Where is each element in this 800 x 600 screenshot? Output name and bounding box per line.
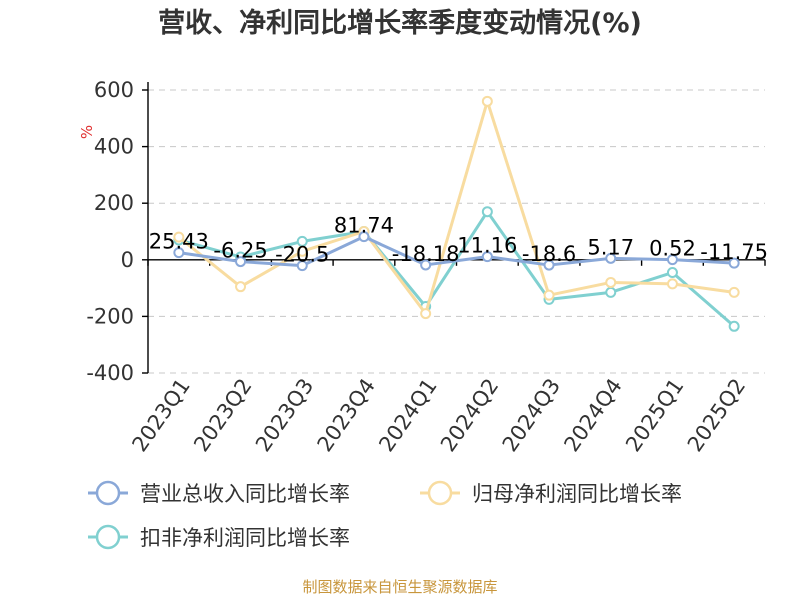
series-line-1	[178, 235, 735, 268]
series-1-point-2023q4	[358, 231, 370, 243]
data-label-2025q1: 0.52	[649, 237, 696, 261]
series-1-point-2024q4	[605, 252, 617, 264]
x-tick-label-2023q3: 2023Q3	[251, 374, 318, 456]
data-label-2023q4: 81.74	[334, 214, 394, 238]
series-2-point-2024q1	[420, 308, 432, 320]
series-2-point-2023q1	[173, 231, 185, 243]
series-1-point-2024q3	[543, 259, 555, 271]
series-2-point-2025q2	[728, 286, 740, 298]
x-tick-labels: 2023Q12023Q22023Q32023Q42024Q12024Q22024…	[127, 374, 750, 456]
legend-label-1: 营业总收入同比增长率	[140, 482, 350, 506]
axes	[142, 82, 766, 374]
source-note: 制图数据来自恒生聚源数据库	[302, 578, 497, 596]
series-1-point-2023q3	[296, 260, 308, 272]
series-1-point-2024q1	[420, 259, 432, 271]
x-tick-label-2023q1: 2023Q1	[127, 374, 194, 456]
y-tick-labels: 600 400 200 0 -200 -400	[86, 78, 134, 385]
series-1-point-2023q1	[173, 247, 185, 259]
series-3-point-2025q1	[666, 267, 678, 279]
series-line-2	[177, 99, 735, 316]
x-tick-label-2023q2: 2023Q2	[189, 374, 256, 456]
y-tick-label-0: 0	[121, 248, 134, 272]
legend-label-3: 扣非净利润同比增长率	[140, 526, 350, 550]
data-label-2025q2: -11.75	[700, 240, 768, 264]
data-label-2023q2: -6.25	[213, 239, 267, 263]
x-tick-label-2025q2: 2025Q2	[683, 374, 750, 456]
series-3-point-2024q4	[605, 286, 617, 298]
x-tick-label-2023q4: 2023Q4	[313, 374, 380, 456]
series-1-point-2023q2	[235, 256, 247, 268]
legend-marker-1	[95, 480, 121, 506]
x-tick-label-2024q2: 2024Q2	[436, 374, 503, 456]
series-2-point-2023q3	[296, 245, 308, 257]
series-3-point-2024q2	[481, 206, 493, 218]
data-label-2023q1: 25.43	[149, 230, 209, 254]
series-2-point-2024q2	[481, 95, 493, 107]
x-tick-label-2024q1: 2024Q1	[374, 374, 441, 456]
y-tick-label--400: -400	[86, 361, 134, 385]
legend-marker-3	[95, 524, 121, 550]
series-2-point-2025q1	[666, 278, 678, 290]
y-axis-unit-label: %	[78, 125, 96, 139]
y-tick-label-400: 400	[94, 135, 134, 159]
series-1-point-2025q1	[666, 254, 678, 266]
series-3-point-2025q2	[728, 320, 740, 332]
data-label-2023q3: -20.5	[275, 243, 329, 267]
y-tick-label--200: -200	[86, 304, 134, 328]
series-lines	[173, 95, 740, 332]
grid-lines	[148, 89, 765, 374]
x-tick-label-2025q1: 2025Q1	[621, 374, 688, 456]
legend-marker-2	[427, 480, 453, 506]
data-label-2024q4: 5.17	[587, 235, 634, 259]
series-line-3	[178, 210, 736, 328]
y-tick-label-600: 600	[94, 78, 134, 102]
series-1-point-2025q2	[728, 257, 740, 269]
data-label-2024q3: -18.6	[522, 242, 576, 266]
series-1-point-2024q2	[481, 251, 493, 263]
chart-title: 营收、净利同比增长率季度变动情况(%)	[158, 7, 642, 39]
x-tick-label-2024q3: 2024Q3	[498, 374, 565, 456]
data-label-2024q1: -18.18	[392, 242, 460, 266]
data-label-2024q2: 11.16	[457, 234, 517, 258]
series-2-point-2023q2	[235, 281, 247, 293]
series-2-point-2024q4	[605, 276, 617, 288]
series-2-point-2024q3	[543, 289, 555, 301]
legend-label-2: 归母净利润同比增长率	[472, 482, 682, 506]
y-tick-label-200: 200	[94, 191, 134, 215]
x-tick-label-2024q4: 2024Q4	[559, 374, 626, 456]
